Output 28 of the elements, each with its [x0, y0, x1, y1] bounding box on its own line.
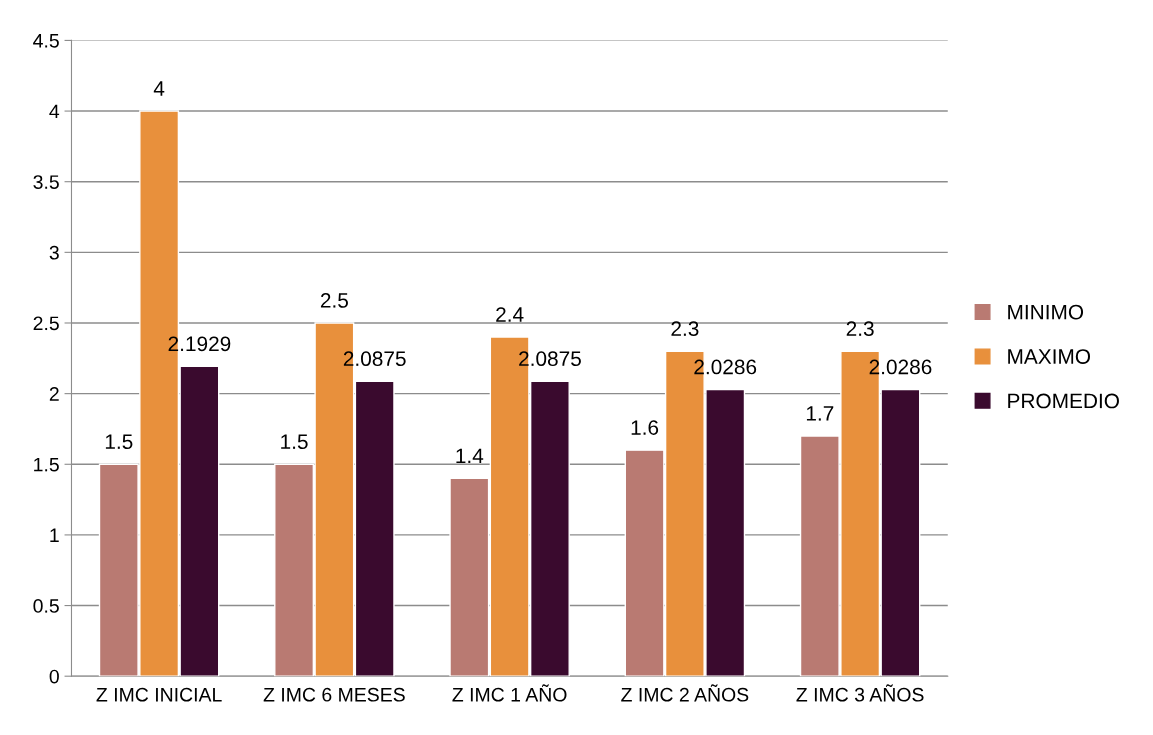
x-tick-label: Z IMC 3 AÑOS: [796, 684, 924, 702]
y-tick-label: 0: [49, 669, 59, 684]
data-label: 4: [153, 81, 165, 96]
y-tick-label: 1.5: [34, 457, 59, 472]
data-label: 1.5: [281, 434, 308, 450]
y-tick-label: 2: [49, 387, 59, 401]
data-label: 2.4: [496, 307, 524, 322]
y-tick-label: 2.5: [33, 316, 59, 331]
y-tick-label: 3.5: [33, 175, 59, 189]
x-tick-label: Z IMC 2 AÑOS: [621, 684, 749, 702]
x-tick-label: Z IMC 1 AÑO: [452, 684, 567, 702]
data-label: 2.5: [320, 293, 348, 308]
data-label: 2.3: [846, 321, 874, 337]
data-label: 1.5: [105, 434, 133, 450]
x-tick-label: Z IMC 6 MESES: [263, 687, 405, 702]
legend-label: MINIMO: [1008, 304, 1084, 320]
y-tick-label: 4.5: [33, 34, 59, 48]
legend-label: MAXIMO: [1008, 349, 1091, 364]
y-tick-label: 0.5: [33, 599, 59, 613]
data-label: 1.4: [456, 448, 484, 463]
data-label: 1.7: [806, 406, 834, 421]
legend-label: PROMEDIO: [1008, 393, 1119, 409]
x-tick-label: Z IMC INICIAL: [96, 687, 222, 702]
y-tick-label: 3: [49, 245, 59, 260]
data-label: 2.3: [671, 321, 699, 337]
y-tick-label: 1: [50, 528, 59, 542]
y-tick-label: 4: [49, 104, 60, 119]
data-label: 1.6: [631, 420, 659, 435]
